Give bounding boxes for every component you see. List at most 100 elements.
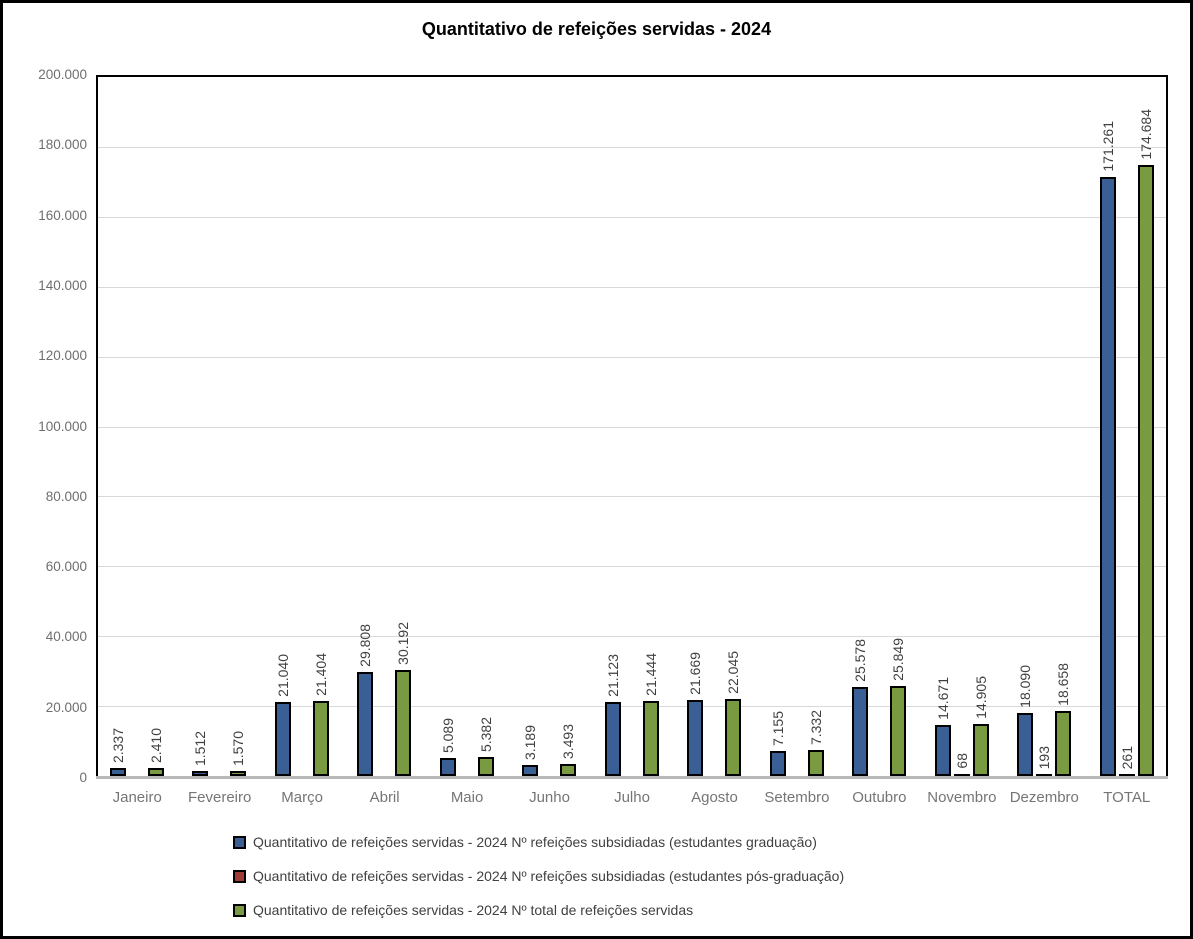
bar-group-total: 171.261 261 174.684 [1086,77,1168,776]
bar-series3[interactable] [642,701,659,776]
category-label-fevereiro: Fevereiro [188,789,252,806]
legend-label: Quantitativo de refeições servidas - 202… [253,834,817,850]
bar-group-dezembro: 18.090 193 18.658 [1003,77,1085,776]
bar-series1[interactable] [522,765,539,776]
legend-item-series2[interactable]: Quantitativo de refeições servidas - 202… [233,868,844,884]
bar-series3[interactable] [477,757,494,776]
gridline [98,427,1166,428]
value-label: 25.849 [890,638,907,681]
legend-marker-icon [233,903,246,917]
category-label-maio: Maio [450,789,484,806]
value-label: 171.261 [1099,121,1116,172]
value-label: 261 [1118,745,1135,769]
gridline [98,566,1166,567]
value-label: 25.578 [852,639,869,682]
value-label: 1.570 [230,730,247,766]
bar-series3[interactable] [725,699,742,776]
bar-series3[interactable] [807,750,824,776]
bar-group-março: 21.040 21.404 [261,77,343,776]
bar-group-agosto: 21.669 22.045 [673,77,755,776]
bar-series3[interactable] [395,670,412,776]
y-tick-label: 80.000 [45,489,87,504]
gridline [98,496,1166,497]
value-label: 18.658 [1055,663,1072,706]
category-label-abril: Abril [369,789,400,806]
value-label: 21.669 [687,652,704,695]
y-tick-label: 120.000 [38,348,87,363]
bar-series1[interactable] [934,725,951,776]
bar-series1[interactable] [604,702,621,776]
bar-series1[interactable] [687,700,704,776]
bar-series3[interactable] [972,724,989,776]
bar-series1[interactable] [274,702,291,776]
bar-series3[interactable] [890,686,907,776]
value-label: 22.045 [725,651,742,694]
category-label-agosto: Agosto [691,789,738,806]
value-label: 21.040 [274,654,291,697]
legend-item-series3[interactable]: Quantitativo de refeições servidas - 202… [233,902,693,918]
category-label-novembro: Novembro [927,789,997,806]
category-label-total: TOTAL [1103,789,1151,806]
category-label-janeiro: Janeiro [112,789,162,806]
y-tick-label: 140.000 [38,278,87,293]
bar-group-julho: 21.123 21.444 [591,77,673,776]
y-tick-label: 60.000 [45,559,87,574]
value-label: 21.123 [604,654,621,697]
bar-series1[interactable] [439,758,456,776]
y-tick-label: 0 [79,770,87,785]
bar-series3[interactable] [148,768,164,776]
bar-series2[interactable] [1036,774,1053,776]
value-label: 18.090 [1017,665,1034,708]
value-label: 14.905 [972,676,989,719]
bar-group-novembro: 14.671 68 14.905 [921,77,1003,776]
bar-group-outubro: 25.578 25.849 [838,77,920,776]
bar-series3[interactable] [1137,165,1154,776]
bar-series1[interactable] [110,768,126,776]
category-label-julho: Julho [614,789,650,806]
bar-group-fevereiro: 1.512 1.570 [178,77,260,776]
category-label-setembro: Setembro [764,789,830,806]
value-label: 68 [953,753,970,769]
bar-series3[interactable] [560,764,577,776]
bar-group-setembro: 7.155 7.332 [756,77,838,776]
gridline [98,147,1166,148]
value-label: 2.410 [148,727,164,763]
chart-title: Quantitativo de refeições servidas - 202… [421,19,772,39]
value-label: 21.404 [312,653,329,696]
value-label: 7.332 [807,709,824,745]
bar-series1[interactable] [769,751,786,776]
value-label: 174.684 [1137,109,1154,160]
gridline [98,636,1166,637]
value-label: 30.192 [395,622,412,665]
y-tick-label: 100.000 [38,419,87,434]
y-tick-label: 40.000 [45,629,87,644]
gridline [98,287,1166,288]
value-label: 3.189 [522,724,539,760]
bar-series1[interactable] [357,672,374,776]
y-tick-label: 180.000 [38,137,87,152]
x-axis-line [96,776,1168,779]
bar-group-janeiro: 2.337 2.410 [96,77,178,776]
bar-series3[interactable] [1055,711,1072,776]
bar-series3[interactable] [230,771,247,776]
bar-group-maio: 5.089 5.382 [426,77,508,776]
plot-area [96,75,1168,778]
category-label-outubro: Outubro [852,789,907,806]
value-label: 193 [1036,745,1053,769]
bar-series1[interactable] [192,771,209,776]
bar-series3[interactable] [312,701,329,776]
value-label: 29.808 [357,624,374,667]
value-label: 5.089 [439,717,456,753]
category-label-junho: Junho [529,789,570,806]
value-label: 2.337 [110,727,126,763]
bar-series1[interactable] [852,687,869,776]
category-label-março: Março [281,789,323,806]
bar-series2[interactable] [1118,774,1135,776]
gridline [98,357,1166,358]
bar-series1[interactable] [1099,177,1116,776]
bar-series1[interactable] [1017,713,1034,776]
value-label: 5.382 [477,716,494,752]
bar-series2[interactable] [953,774,970,776]
legend-marker-icon [233,869,246,883]
legend-item-series1[interactable]: Quantitativo de refeições servidas - 202… [233,834,817,850]
